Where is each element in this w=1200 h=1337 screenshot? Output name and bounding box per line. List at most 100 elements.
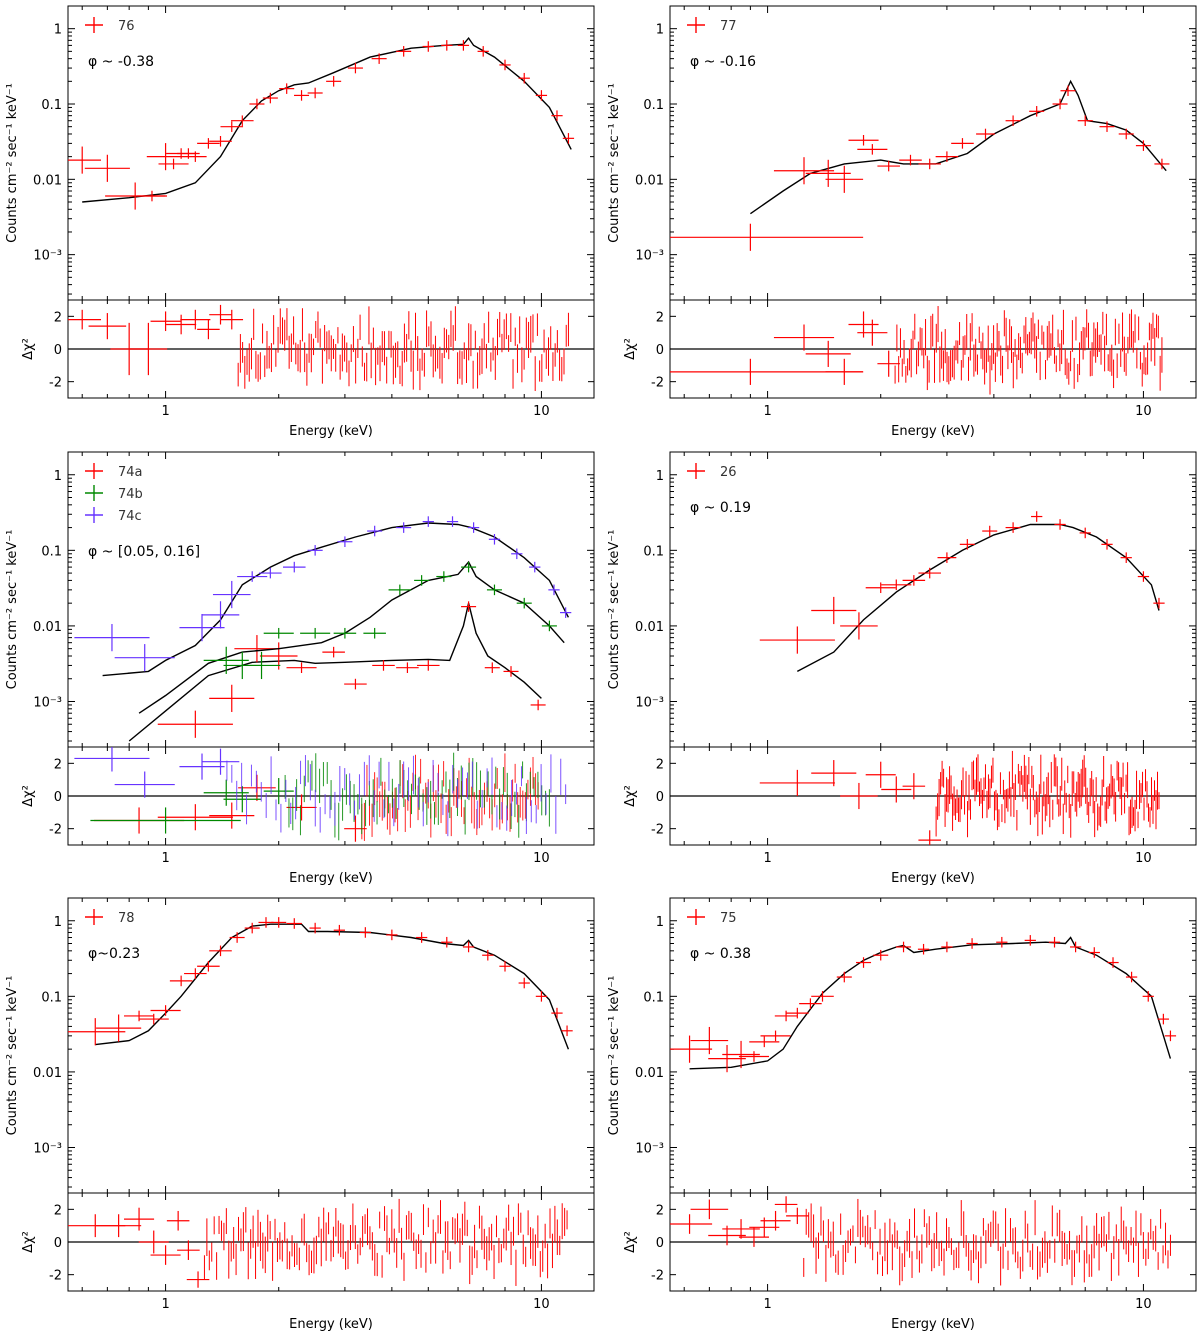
x-tick-label: 1	[763, 404, 771, 419]
data-point-78	[462, 941, 475, 953]
y-tick-label: 0.1	[643, 990, 664, 1005]
residual-point-78	[138, 1230, 169, 1254]
data-point-26	[1137, 571, 1150, 582]
resid-y-tick-label: -2	[49, 376, 62, 391]
resid-y-tick-label: 0	[54, 343, 62, 358]
data-point-74b	[414, 575, 430, 586]
residual-point-76	[88, 313, 127, 340]
resid-y-tick-label: -2	[651, 823, 664, 838]
y-axis-label: Counts cm⁻² sec⁻¹ keV⁻¹	[5, 83, 20, 243]
spectrum-plot-area	[68, 917, 573, 1050]
data-point-74a	[286, 662, 317, 673]
data-point-75	[896, 941, 912, 953]
residual-plot-area	[68, 304, 569, 392]
residual-band-76	[237, 306, 569, 392]
data-point-75	[996, 936, 1008, 948]
residual-point-76	[150, 311, 181, 332]
data-point-78	[68, 1018, 126, 1046]
data-point-74c	[560, 607, 572, 618]
data-point-76	[477, 46, 489, 57]
spectrum-plot-area	[68, 36, 575, 210]
data-point-74c	[74, 624, 150, 652]
data-point-74c	[511, 548, 523, 560]
data-point-77	[1029, 106, 1045, 117]
data-point-78	[244, 922, 260, 934]
phase-annotation: φ~0.23	[88, 946, 140, 962]
residual-plot-area	[68, 1198, 568, 1288]
model-line-75	[689, 936, 1172, 1070]
data-point-74c	[446, 516, 459, 527]
data-point-78	[271, 917, 287, 928]
residual-point-77	[877, 350, 900, 377]
x-tick-label: 10	[1135, 851, 1152, 866]
data-point-76	[347, 62, 363, 74]
data-point-74b	[461, 561, 477, 573]
residual-point-26	[865, 761, 896, 788]
data-point-77	[1052, 98, 1068, 110]
residual-point-76	[220, 309, 244, 330]
data-point-76	[562, 133, 575, 144]
data-point-78	[309, 922, 321, 934]
data-point-26	[759, 626, 835, 654]
residual-band-74c	[226, 754, 567, 837]
residual-plot-area	[759, 750, 1160, 845]
model-line-78	[95, 923, 570, 1050]
resid-y-tick-label: 2	[656, 1203, 664, 1218]
data-point-78	[499, 960, 511, 972]
resid-y-tick-label: 2	[54, 757, 62, 772]
y-tick-label: 0.01	[33, 1066, 62, 1081]
data-point-26	[1031, 511, 1043, 522]
data-point-78	[551, 1007, 563, 1019]
data-point-74c	[529, 561, 541, 573]
residual-point-76	[129, 322, 168, 376]
residual-point-76	[209, 304, 232, 325]
data-point-76	[146, 143, 185, 171]
data-point-77	[1135, 140, 1151, 151]
x-axis-label: Energy (keV)	[891, 1317, 975, 1332]
legend: 74a 74b 74c	[85, 463, 143, 524]
legend: 78	[85, 909, 135, 926]
data-point-77	[918, 158, 941, 170]
model-line-26	[796, 523, 1160, 673]
spectrum-plot-area	[74, 516, 572, 742]
data-point-74c	[488, 533, 501, 545]
panel-top-left: 1 10 1 0.1 0.01 10⁻³ 2 0 -2 Energy (keV) Counts cm…	[5, 5, 595, 439]
data-point-74a	[461, 601, 477, 612]
data-point-75	[811, 991, 834, 1002]
data-point-26	[1101, 539, 1113, 550]
data-point-74b	[541, 620, 557, 632]
residual-point-78	[96, 1214, 142, 1238]
data-point-76	[279, 83, 295, 94]
x-tick-label: 10	[533, 851, 550, 866]
model-line-76	[82, 36, 572, 203]
resid-y-tick-label: 2	[656, 310, 664, 325]
residual-point-26	[840, 782, 878, 810]
x-tick-label: 1	[763, 1297, 771, 1312]
residual-point-78	[177, 1240, 200, 1260]
residual-point-26	[811, 760, 857, 787]
y-tick-label: 10⁻³	[33, 695, 62, 710]
legend: 77	[687, 17, 737, 34]
data-point-76	[158, 158, 189, 170]
resid-y-tick-label: 0	[54, 1236, 62, 1251]
x-tick-label: 10	[1135, 404, 1152, 419]
data-point-74b	[388, 584, 412, 596]
spectrum-axes-frame	[669, 897, 1197, 1194]
data-point-74c	[422, 516, 434, 527]
resid-y-tick-label: 0	[656, 1236, 664, 1251]
x-tick-label: 1	[161, 1297, 169, 1312]
y-axis-label: Counts cm⁻² sec⁻¹ keV⁻¹	[607, 530, 622, 690]
data-point-75	[708, 1045, 746, 1073]
legend-label-75: 75	[720, 911, 737, 926]
data-point-74a	[417, 660, 440, 671]
data-point-77	[825, 165, 864, 193]
residual-point-74b	[223, 786, 262, 813]
resid-y-tick-label: 2	[54, 1203, 62, 1218]
data-point-78	[286, 918, 302, 929]
legend-label-76: 76	[118, 19, 135, 34]
data-point-78	[415, 932, 428, 943]
data-point-74a	[484, 662, 500, 673]
data-point-75	[1164, 1030, 1177, 1042]
data-point-78	[441, 936, 453, 948]
y-axis-label: Counts cm⁻² sec⁻¹ keV⁻¹	[5, 530, 20, 690]
